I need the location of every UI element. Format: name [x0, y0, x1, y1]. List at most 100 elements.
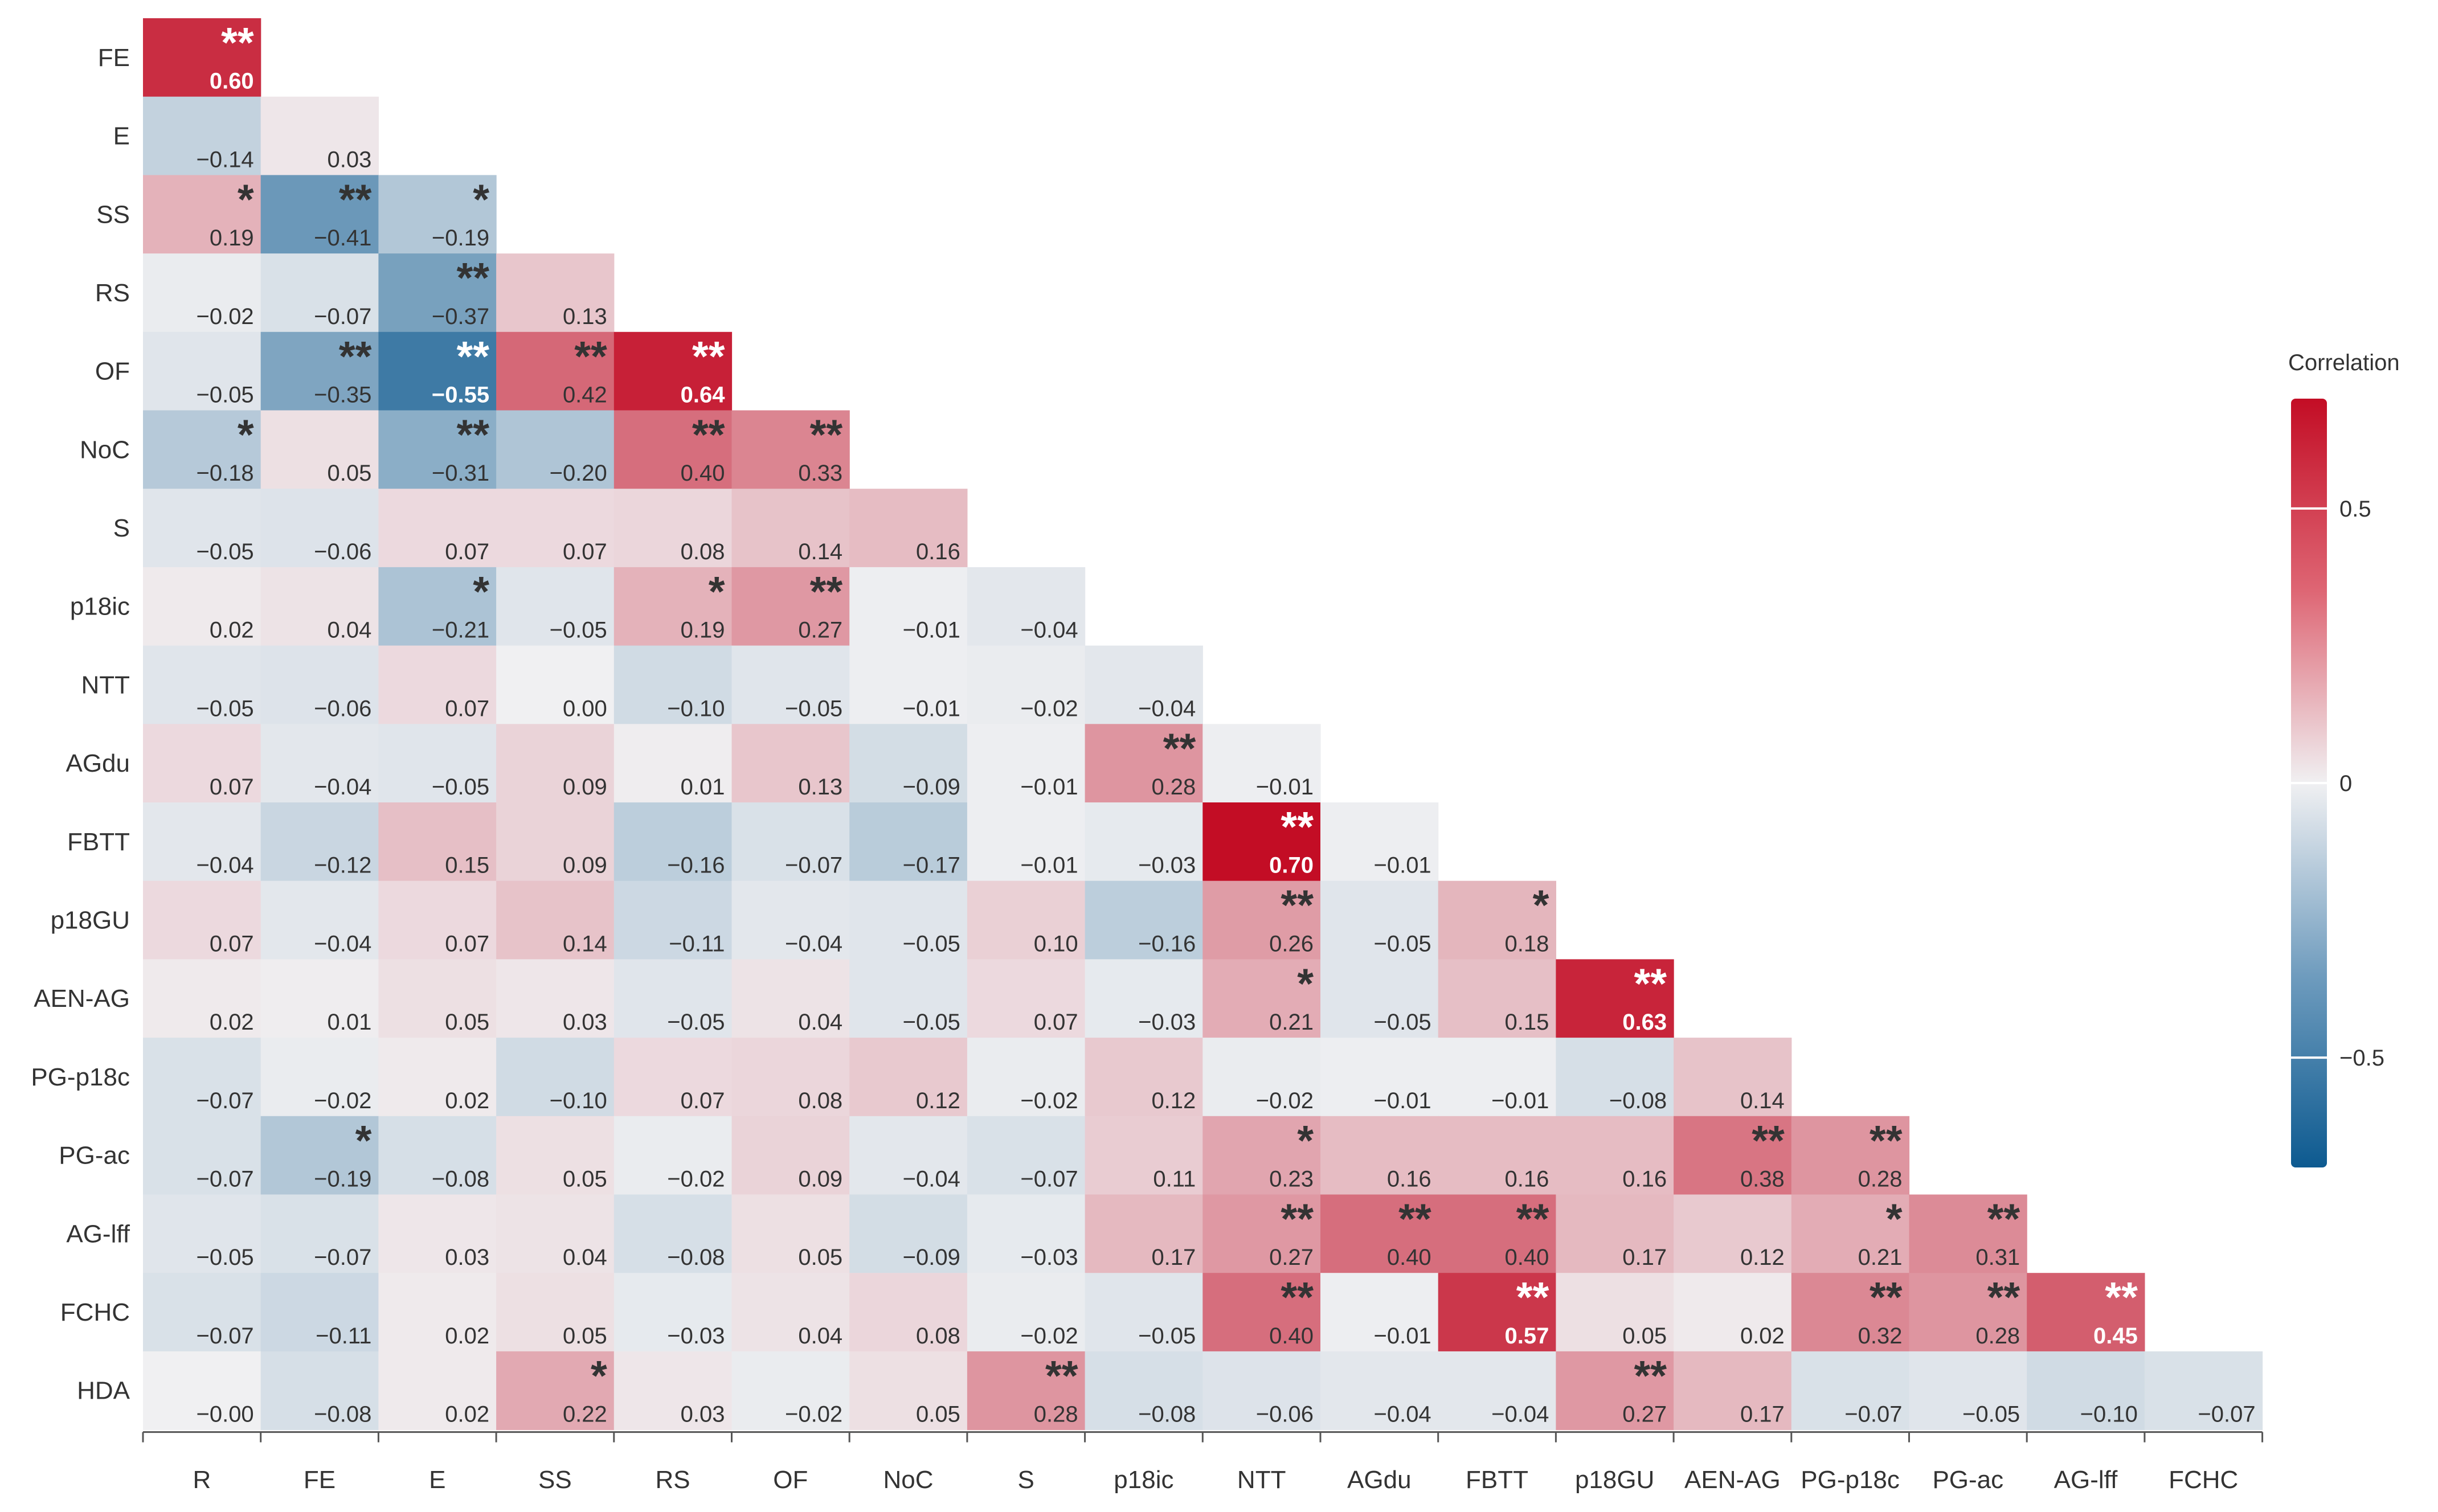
- heatmap-cell: [1438, 1351, 1556, 1431]
- heatmap-cell: [613, 410, 733, 489]
- significance-marker: *: [473, 175, 489, 223]
- cell-value-label: −0.02: [785, 1402, 842, 1427]
- cell-value-label: 0.13: [798, 775, 842, 800]
- cell-value-label: −0.01: [903, 618, 960, 643]
- heatmap-cell: [1202, 1351, 1321, 1431]
- heatmap-cell: [1556, 1351, 1674, 1431]
- column-label: S: [1018, 1466, 1034, 1494]
- cell-value-label: −0.02: [1020, 1323, 1078, 1349]
- heatmap-cell: [496, 489, 615, 568]
- cell-value-label: −0.07: [196, 1167, 253, 1192]
- heatmap-cell: [143, 253, 261, 333]
- heatmap-cell: [378, 1116, 497, 1195]
- heatmap-cell: [967, 1351, 1086, 1431]
- cell-value-label: 0.13: [563, 304, 607, 329]
- cell-value-label: −0.05: [550, 618, 607, 643]
- significance-marker: **: [1987, 1195, 2020, 1243]
- significance-marker: *: [1886, 1195, 1903, 1243]
- heatmap-cell: [849, 724, 968, 803]
- column-label: FE: [304, 1466, 336, 1494]
- heatmap-cell: [1556, 1038, 1674, 1117]
- cell-value-label: 0.19: [210, 226, 254, 251]
- cell-value-label: 0.27: [1622, 1402, 1667, 1427]
- cell-value-label: 0.63: [1622, 1010, 1667, 1035]
- cell-value-label: −0.06: [1256, 1402, 1314, 1427]
- cell-value-label: 0.07: [210, 775, 254, 800]
- cell-value-label: 0.09: [563, 853, 607, 878]
- cell-value-label: −0.18: [196, 461, 253, 486]
- heatmap-cell: [378, 1351, 497, 1431]
- cell-value-label: −0.10: [2080, 1402, 2138, 1427]
- cell-value-label: −0.05: [903, 931, 960, 956]
- significance-marker: **: [1516, 1273, 1549, 1321]
- heatmap-cell: [1320, 1273, 1439, 1352]
- heatmap-cell: [731, 489, 850, 568]
- cell-value-label: 0.19: [681, 618, 725, 643]
- cell-value-label: −0.41: [314, 226, 371, 251]
- heatmap-cell: [849, 1116, 968, 1195]
- cell-value-label: 0.05: [1622, 1323, 1667, 1349]
- heatmap-cell: [143, 959, 261, 1038]
- row-label: NTT: [81, 671, 130, 699]
- significance-marker: **: [1281, 803, 1314, 850]
- significance-marker: **: [2105, 1273, 2138, 1321]
- heatmap-cell: [1556, 1116, 1674, 1195]
- heatmap-cell: [1674, 1351, 1792, 1431]
- column-label: E: [429, 1466, 445, 1494]
- heatmap-cell: [378, 331, 497, 411]
- heatmap-cell: [1909, 1194, 2027, 1273]
- cell-value-label: −0.05: [1373, 1010, 1431, 1035]
- cell-value-label: −0.19: [314, 1167, 371, 1192]
- cell-value-label: −0.01: [1020, 775, 1078, 800]
- cell-value-label: 0.11: [1153, 1167, 1196, 1192]
- heatmap-cell: [1085, 1351, 1203, 1431]
- cell-value-label: −0.01: [1373, 853, 1431, 878]
- cell-value-label: 0.28: [1034, 1402, 1078, 1427]
- cell-value-label: 0.57: [1505, 1323, 1549, 1349]
- cell-value-label: 0.03: [681, 1402, 725, 1427]
- heatmap-cell: [1438, 1038, 1556, 1117]
- heatmap-cell: [1085, 645, 1203, 724]
- heatmap-cell: [849, 1038, 968, 1117]
- cell-value-label: −0.11: [669, 931, 725, 956]
- heatmap-cell: [260, 1351, 379, 1431]
- cell-value-label: 0.05: [445, 1010, 489, 1035]
- heatmap-cell: [731, 567, 850, 646]
- heatmap-cell: [1202, 959, 1321, 1038]
- cell-value-label: 0.02: [445, 1323, 489, 1349]
- heatmap-cell: [849, 489, 968, 568]
- significance-marker: *: [591, 1352, 607, 1399]
- cell-value-label: −0.37: [432, 304, 489, 329]
- heatmap-cell: [731, 802, 850, 882]
- cell-value-label: 0.14: [1740, 1088, 1785, 1113]
- significance-marker: *: [238, 175, 254, 223]
- heatmap-cell: [143, 18, 261, 97]
- heatmap-cell: [496, 880, 615, 960]
- cell-value-label: 0.09: [798, 1167, 842, 1192]
- row-label: AG-lff: [66, 1220, 130, 1248]
- heatmap-cell: [1438, 1273, 1556, 1352]
- heatmap-cell: [849, 880, 968, 960]
- heatmap-cell: [260, 1273, 379, 1352]
- heatmap-cell: [143, 724, 261, 803]
- cell-value-label: 0.09: [563, 775, 607, 800]
- row-label: p18ic: [70, 593, 130, 621]
- heatmap-cell: [378, 410, 497, 489]
- column-label: SS: [538, 1466, 572, 1494]
- cell-value-label: −0.04: [1020, 618, 1078, 643]
- column-label: R: [193, 1466, 211, 1494]
- cell-value-label: −0.02: [314, 1088, 371, 1113]
- heatmap-cell: [613, 1194, 733, 1273]
- cell-value-label: 0.32: [1858, 1323, 1903, 1349]
- heatmap-cell: [1320, 802, 1439, 882]
- cell-value-label: −0.09: [903, 1245, 960, 1270]
- cell-value-label: −0.05: [196, 1245, 253, 1270]
- heatmap-cell: [1320, 1351, 1439, 1431]
- cell-value-label: −0.07: [1020, 1167, 1078, 1192]
- heatmap-cell: [613, 1116, 733, 1195]
- significance-marker: **: [692, 411, 725, 458]
- cell-value-label: −0.11: [316, 1323, 371, 1349]
- cell-value-label: 0.17: [1151, 1245, 1196, 1270]
